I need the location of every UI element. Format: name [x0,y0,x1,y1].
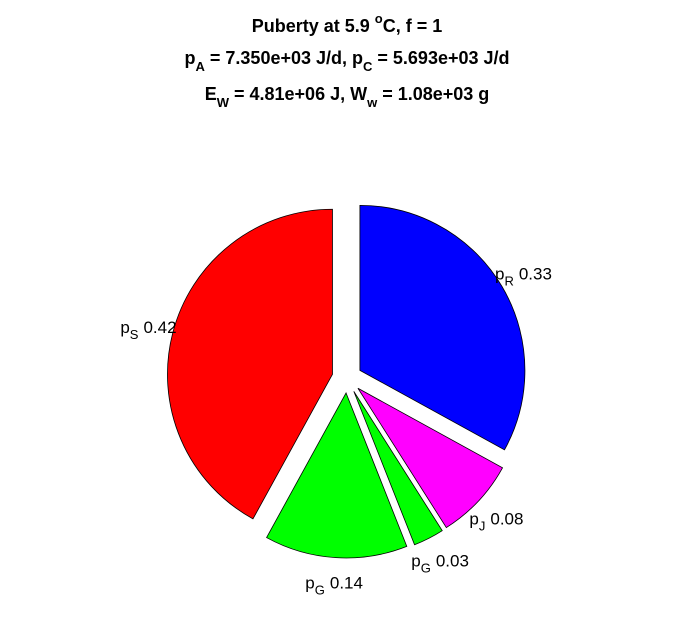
title-part: C, f = 1 [383,16,443,36]
label-value: 0.42 [143,318,176,337]
label-value: 0.03 [436,552,469,571]
title-sub: A [196,59,206,74]
title-part: Puberty at 5.9 [252,16,375,36]
label-name: p [305,574,314,593]
chart-title-line: pA = 7.350e+03 J/d, pC = 5.693e+03 J/d [185,48,510,74]
label-sub: J [479,518,486,533]
title-part: p [185,48,196,68]
slice-label: pS 0.42 [120,318,176,342]
label-name: p [495,265,504,284]
title-sub: W [217,95,230,110]
title-part: = 4.81e+06 J, W [229,84,367,104]
label-name: p [469,509,478,528]
label-sub: G [315,583,325,598]
label-value: 0.33 [519,265,552,284]
slice-label: pG 0.14 [305,574,363,598]
title-sub: w [366,95,378,110]
title-part: = 7.350e+03 J/d, p [205,48,363,68]
label-name: p [411,552,420,571]
chart-title-line: Puberty at 5.9 oC, f = 1 [252,11,443,36]
title-part: = 1.08e+03 g [377,84,489,104]
slice-label: pJ 0.08 [469,509,523,533]
pie-slice [266,392,408,559]
title-part: E [205,84,217,104]
pie-slice [167,208,333,520]
label-value: 0.14 [330,574,363,593]
pie-slice [359,204,526,451]
label-value: 0.08 [490,509,523,528]
chart-title-line: EW = 4.81e+06 J, Ww = 1.08e+03 g [205,84,490,110]
title-part: = 5.693e+03 J/d [372,48,509,68]
label-sub: G [421,561,431,576]
label-sub: R [504,274,513,289]
slice-label: pR 0.33 [495,265,552,289]
pie-slice [353,391,443,546]
title-sub: C [363,59,373,74]
title-sup: o [375,11,383,26]
slice-label: pG 0.03 [411,552,469,576]
label-name: p [120,318,129,337]
pie-slice [357,387,504,529]
label-sub: S [130,327,139,342]
